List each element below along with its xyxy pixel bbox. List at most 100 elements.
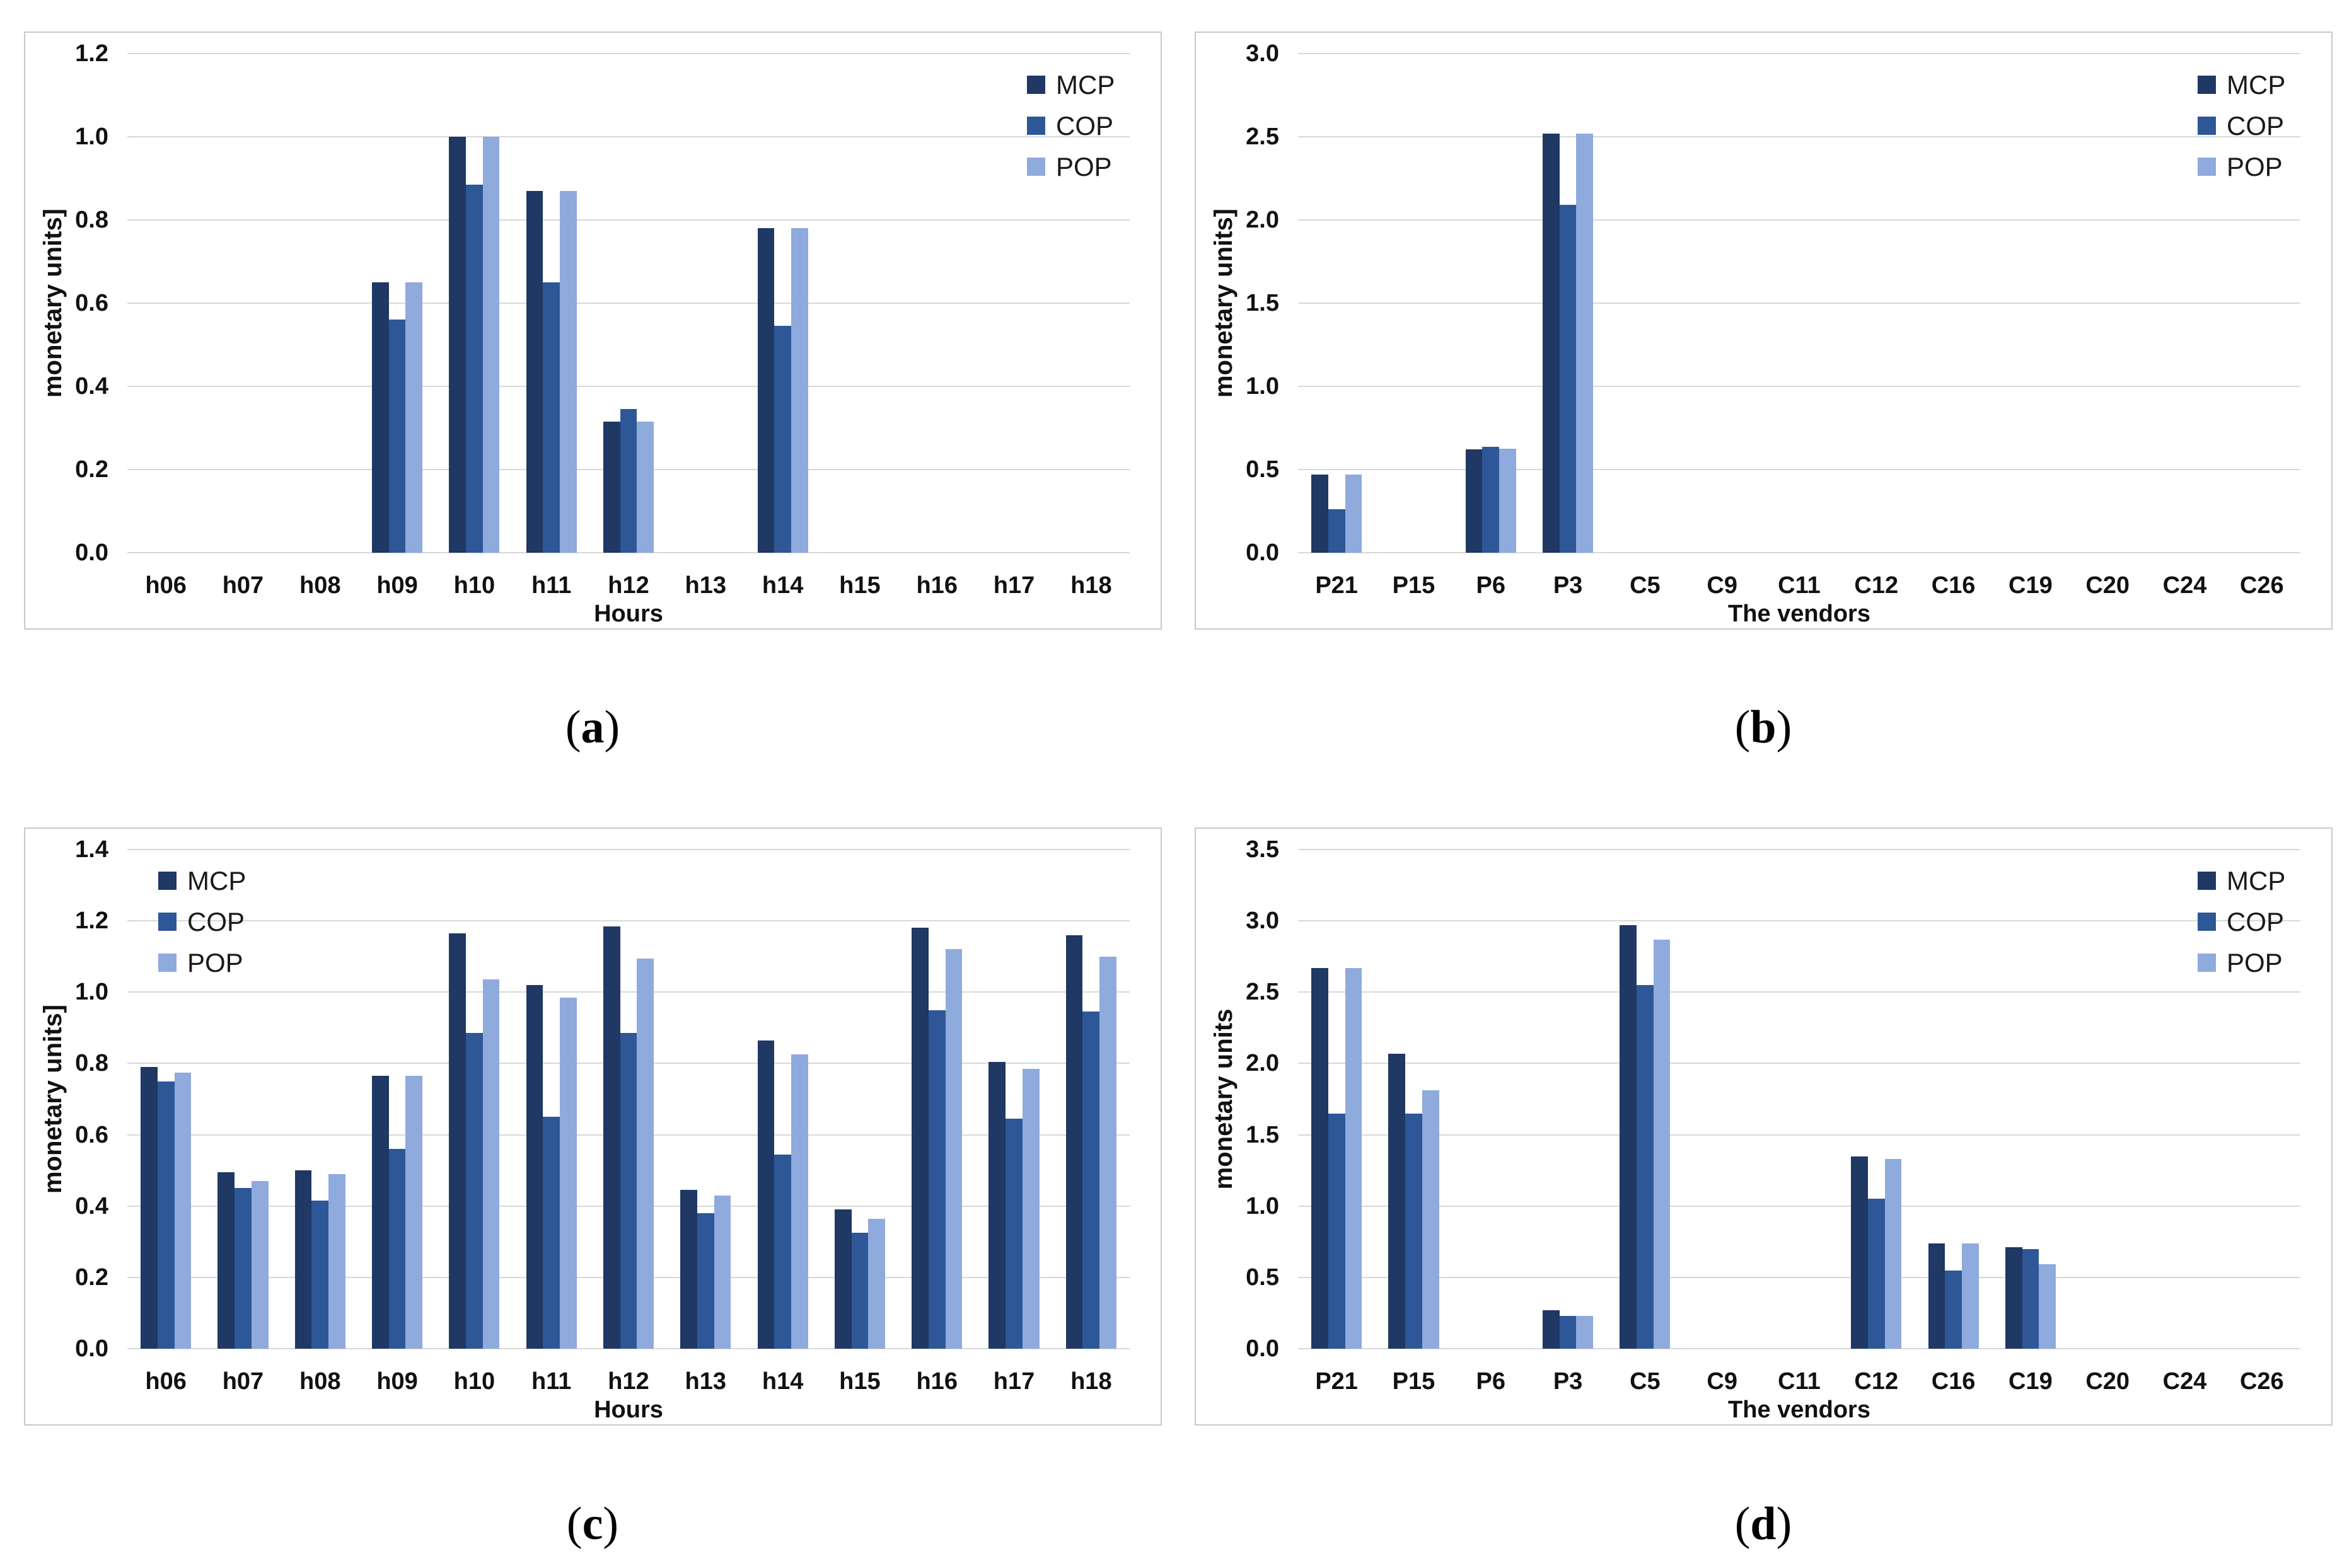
legend-swatch-COP — [2198, 913, 2216, 931]
legend-label: POP — [1056, 151, 1112, 182]
bar-POP-h07 — [251, 1181, 269, 1349]
legend-swatch-COP — [1027, 117, 1045, 135]
gridline — [1298, 1063, 2300, 1064]
legend-label: POP — [187, 947, 243, 977]
x-tick-label: h13 — [685, 1368, 727, 1395]
x-tick-label: C19 — [2009, 1368, 2053, 1395]
bar-COP-h12 — [620, 1033, 637, 1349]
x-tick-label: P21 — [1315, 572, 1358, 599]
legend-label: POP — [2227, 151, 2283, 182]
x-tick-label: C26 — [2239, 1368, 2284, 1395]
y-tick-label: 0.6 — [75, 290, 108, 316]
bar-MCP-h09 — [372, 282, 389, 553]
y-tick-label: 2.0 — [1246, 1050, 1279, 1077]
gridline — [1298, 303, 2300, 304]
x-tick-label: h15 — [839, 572, 881, 599]
x-tick-label: C19 — [2009, 572, 2053, 599]
bar-COP-P15 — [1405, 1113, 1422, 1349]
bar-MCP-C5 — [1620, 925, 1637, 1349]
bar-MCP-h10 — [449, 933, 467, 1349]
x-tick-label: h16 — [916, 1368, 958, 1395]
y-tick-label: 0.4 — [75, 1192, 108, 1219]
gridline — [1298, 386, 2300, 387]
bar-POP-C19 — [2039, 1264, 2056, 1349]
bar-POP-h17 — [1022, 1068, 1040, 1349]
x-tick-label: h08 — [299, 1368, 341, 1395]
bar-POP-h16 — [945, 949, 963, 1349]
bar-POP-h12 — [637, 958, 654, 1349]
x-tick-label: P15 — [1392, 1368, 1435, 1395]
legend-swatch-POP — [1027, 158, 1045, 176]
legend-label: MCP — [2227, 865, 2286, 896]
y-tick-label: 1.0 — [75, 124, 108, 150]
bar-COP-P6 — [1482, 447, 1500, 553]
y-tick-label: 0.0 — [75, 1335, 108, 1362]
bar-MCP-P21 — [1311, 474, 1328, 553]
bar-POP-h10 — [482, 137, 500, 553]
legend-swatch-COP — [158, 913, 177, 931]
plot-area: 0.0 0.2 0.4 0.6 0.8 1.0 1.2 h06 h07 h08 h09 h10 h11 h… — [25, 33, 1161, 628]
bar-POP-P6 — [1499, 449, 1516, 553]
gridline — [127, 920, 1130, 922]
gridline — [1298, 1276, 2300, 1278]
x-tick-label: h07 — [222, 1368, 264, 1395]
x-tick-label: P3 — [1553, 572, 1583, 599]
bar-MCP-h11 — [526, 190, 543, 553]
legend-swatch-MCP — [2198, 76, 2216, 94]
x-tick-label: h12 — [608, 1368, 649, 1395]
y-tick-label: 1.2 — [75, 908, 108, 935]
y-tick-label: 0.2 — [75, 456, 108, 483]
bar-COP-h10 — [466, 184, 483, 553]
bar-MCP-h13 — [680, 1190, 697, 1349]
x-tick-label: h06 — [145, 572, 187, 599]
legend-item-MCP: MCP — [158, 860, 246, 901]
y-tick-label: 1.0 — [1246, 373, 1279, 400]
x-tick-label: P21 — [1315, 1368, 1358, 1395]
gridline — [1298, 53, 2300, 54]
x-tick-label: h11 — [531, 572, 572, 599]
bar-POP-h09 — [405, 1076, 423, 1349]
plot-area: 0.0 0.5 1.0 1.5 2.0 2.5 3.0 P21 P15 P6 P3 C5 C9 C11 C1… — [1196, 33, 2331, 628]
bar-MCP-h16 — [912, 928, 929, 1349]
legend-item-COP: COP — [2198, 105, 2285, 146]
y-tick-label: 1.0 — [75, 979, 108, 1006]
legend-swatch-POP — [2198, 158, 2216, 176]
caption-d: (d) — [1734, 1498, 1792, 1550]
x-tick-label: h18 — [1070, 572, 1112, 599]
legend: MCP COP POP — [2198, 860, 2285, 983]
bar-POP-C12 — [1884, 1159, 1902, 1349]
plot-area: 0.0 0.5 1.0 1.5 2.0 2.5 3.0 3.5 P21 P15 P6 P3 C5 C9 C1… — [1196, 829, 2331, 1424]
bar-POP-P21 — [1345, 474, 1362, 553]
legend-item-POP: POP — [2198, 146, 2285, 187]
x-tick-label: h10 — [453, 1368, 496, 1395]
y-tick-label: 2.0 — [1246, 207, 1279, 233]
gridline — [127, 849, 1130, 850]
bar-POP-h11 — [560, 190, 577, 553]
bar-MCP-h07 — [217, 1172, 235, 1349]
bar-MCP-h12 — [603, 926, 620, 1349]
bar-POP-P21 — [1345, 967, 1362, 1349]
legend-item-COP: COP — [1027, 105, 1115, 146]
bar-MCP-h08 — [294, 1170, 312, 1349]
y-tick-label: 1.5 — [1246, 1121, 1279, 1148]
gridline — [127, 991, 1130, 993]
x-tick-label: C16 — [1931, 572, 1976, 599]
x-tick-label: h17 — [993, 1368, 1035, 1395]
x-axis-title: Hours — [594, 601, 663, 627]
y-tick-label: 3.0 — [1246, 908, 1279, 935]
y-tick-label: 0.5 — [1246, 1264, 1279, 1291]
legend-item-POP: POP — [2198, 942, 2285, 983]
legend-label: MCP — [2227, 69, 2286, 100]
bar-MCP-h06 — [141, 1067, 158, 1349]
x-tick-label: C12 — [1854, 1368, 1899, 1395]
bar-COP-C19 — [2022, 1248, 2039, 1349]
gridline — [127, 303, 1130, 304]
gridline — [1298, 991, 2300, 993]
gridline — [1298, 219, 2300, 221]
y-tick-label: 0.6 — [75, 1121, 108, 1148]
legend-swatch-MCP — [1027, 76, 1045, 94]
bar-MCP-h14 — [757, 228, 775, 553]
plot-area: 0.0 0.2 0.4 0.6 0.8 1.0 1.2 1.4 h06 h07 h08 h09 h10 h… — [25, 829, 1161, 1424]
y-tick-label: 0.0 — [75, 539, 108, 566]
gridline — [1298, 1348, 2300, 1349]
